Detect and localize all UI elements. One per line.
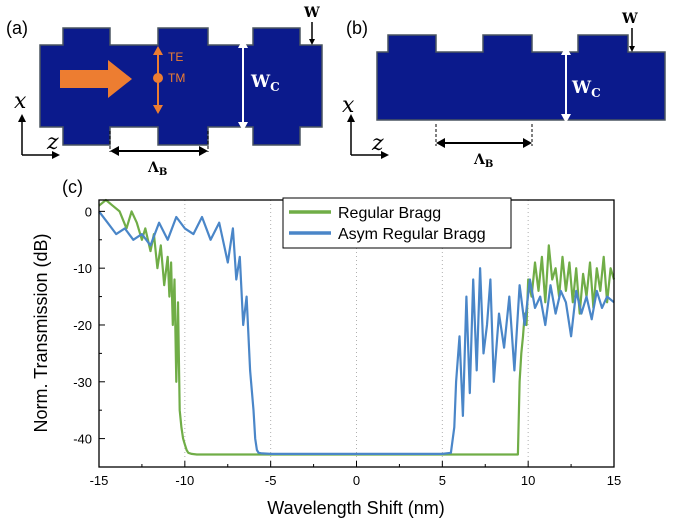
chart-ticks: -15 -10 -5 0 5 10 15 0 -10 -20 -30 -40 — [73, 204, 621, 488]
panel-c-label: (c) — [62, 177, 83, 197]
x-tick-label: 15 — [607, 473, 621, 488]
y-tick-label: -30 — [73, 375, 92, 390]
wc-arrow-a — [238, 39, 248, 131]
period-arrow-a — [110, 146, 208, 156]
wc-arrow-b — [561, 46, 571, 123]
y-tick-label: 0 — [85, 204, 92, 219]
x-tick-label: -10 — [175, 473, 194, 488]
period-arrow-b — [436, 138, 532, 148]
legend-label-regular: Regular Bragg — [338, 205, 441, 222]
period-label-b: ΛB — [473, 152, 493, 170]
axis-z-label-b: z — [371, 131, 384, 156]
panel-b: (b) WC W ΛB x z — [342, 11, 666, 170]
w-arrow-a — [309, 22, 315, 45]
x-tick-label: 5 — [439, 473, 446, 488]
panel-a: (a) TE TM WC W — [6, 5, 323, 178]
series-line-asym-regular-bragg — [98, 210, 615, 455]
x-tick-label: 10 — [521, 473, 535, 488]
axis-x-label-a: x — [14, 89, 27, 114]
x-axis-title: Wavelength Shift (nm) — [267, 498, 444, 518]
waveguide-b — [376, 34, 666, 121]
w-arrow-b — [629, 28, 635, 52]
polarization-indicator — [153, 46, 163, 114]
axis-indicator-a — [18, 114, 60, 159]
propagation-arrow — [60, 60, 132, 98]
te-label: TE — [168, 50, 183, 64]
panel-a-label: (a) — [6, 18, 28, 38]
panel-b-label: (b) — [346, 18, 368, 38]
period-label-a: ΛB — [147, 160, 167, 178]
chart-lines — [98, 198, 616, 456]
series-line-regular-bragg — [98, 198, 616, 456]
panel-c: (c) -15 -10 -5 0 5 10 15 0 -10 -20 -30 -40 Waveleng… — [31, 177, 621, 518]
y-tick-label: -10 — [73, 261, 92, 276]
legend: Regular Bragg Asym Regular Bragg — [282, 197, 512, 249]
w-label-b: W — [621, 11, 638, 27]
y-tick-label: -40 — [73, 432, 92, 447]
x-tick-label: -15 — [90, 473, 109, 488]
y-axis-title: Norm. Transmission (dB) — [31, 233, 51, 432]
y-tick-label: -20 — [73, 318, 92, 333]
wc-label-b: WC — [571, 78, 601, 100]
x-tick-label: 0 — [353, 473, 360, 488]
axis-z-label-a: z — [46, 130, 59, 155]
wc-label-a: WC — [250, 72, 280, 94]
legend-box — [282, 197, 512, 249]
axis-indicator-b — [347, 114, 389, 159]
axis-x-label-b: x — [342, 93, 355, 118]
legend-label-asym: Asym Regular Bragg — [338, 226, 486, 243]
w-label-a: W — [303, 5, 320, 21]
tm-label: TM — [168, 71, 185, 85]
x-tick-label: -5 — [265, 473, 277, 488]
